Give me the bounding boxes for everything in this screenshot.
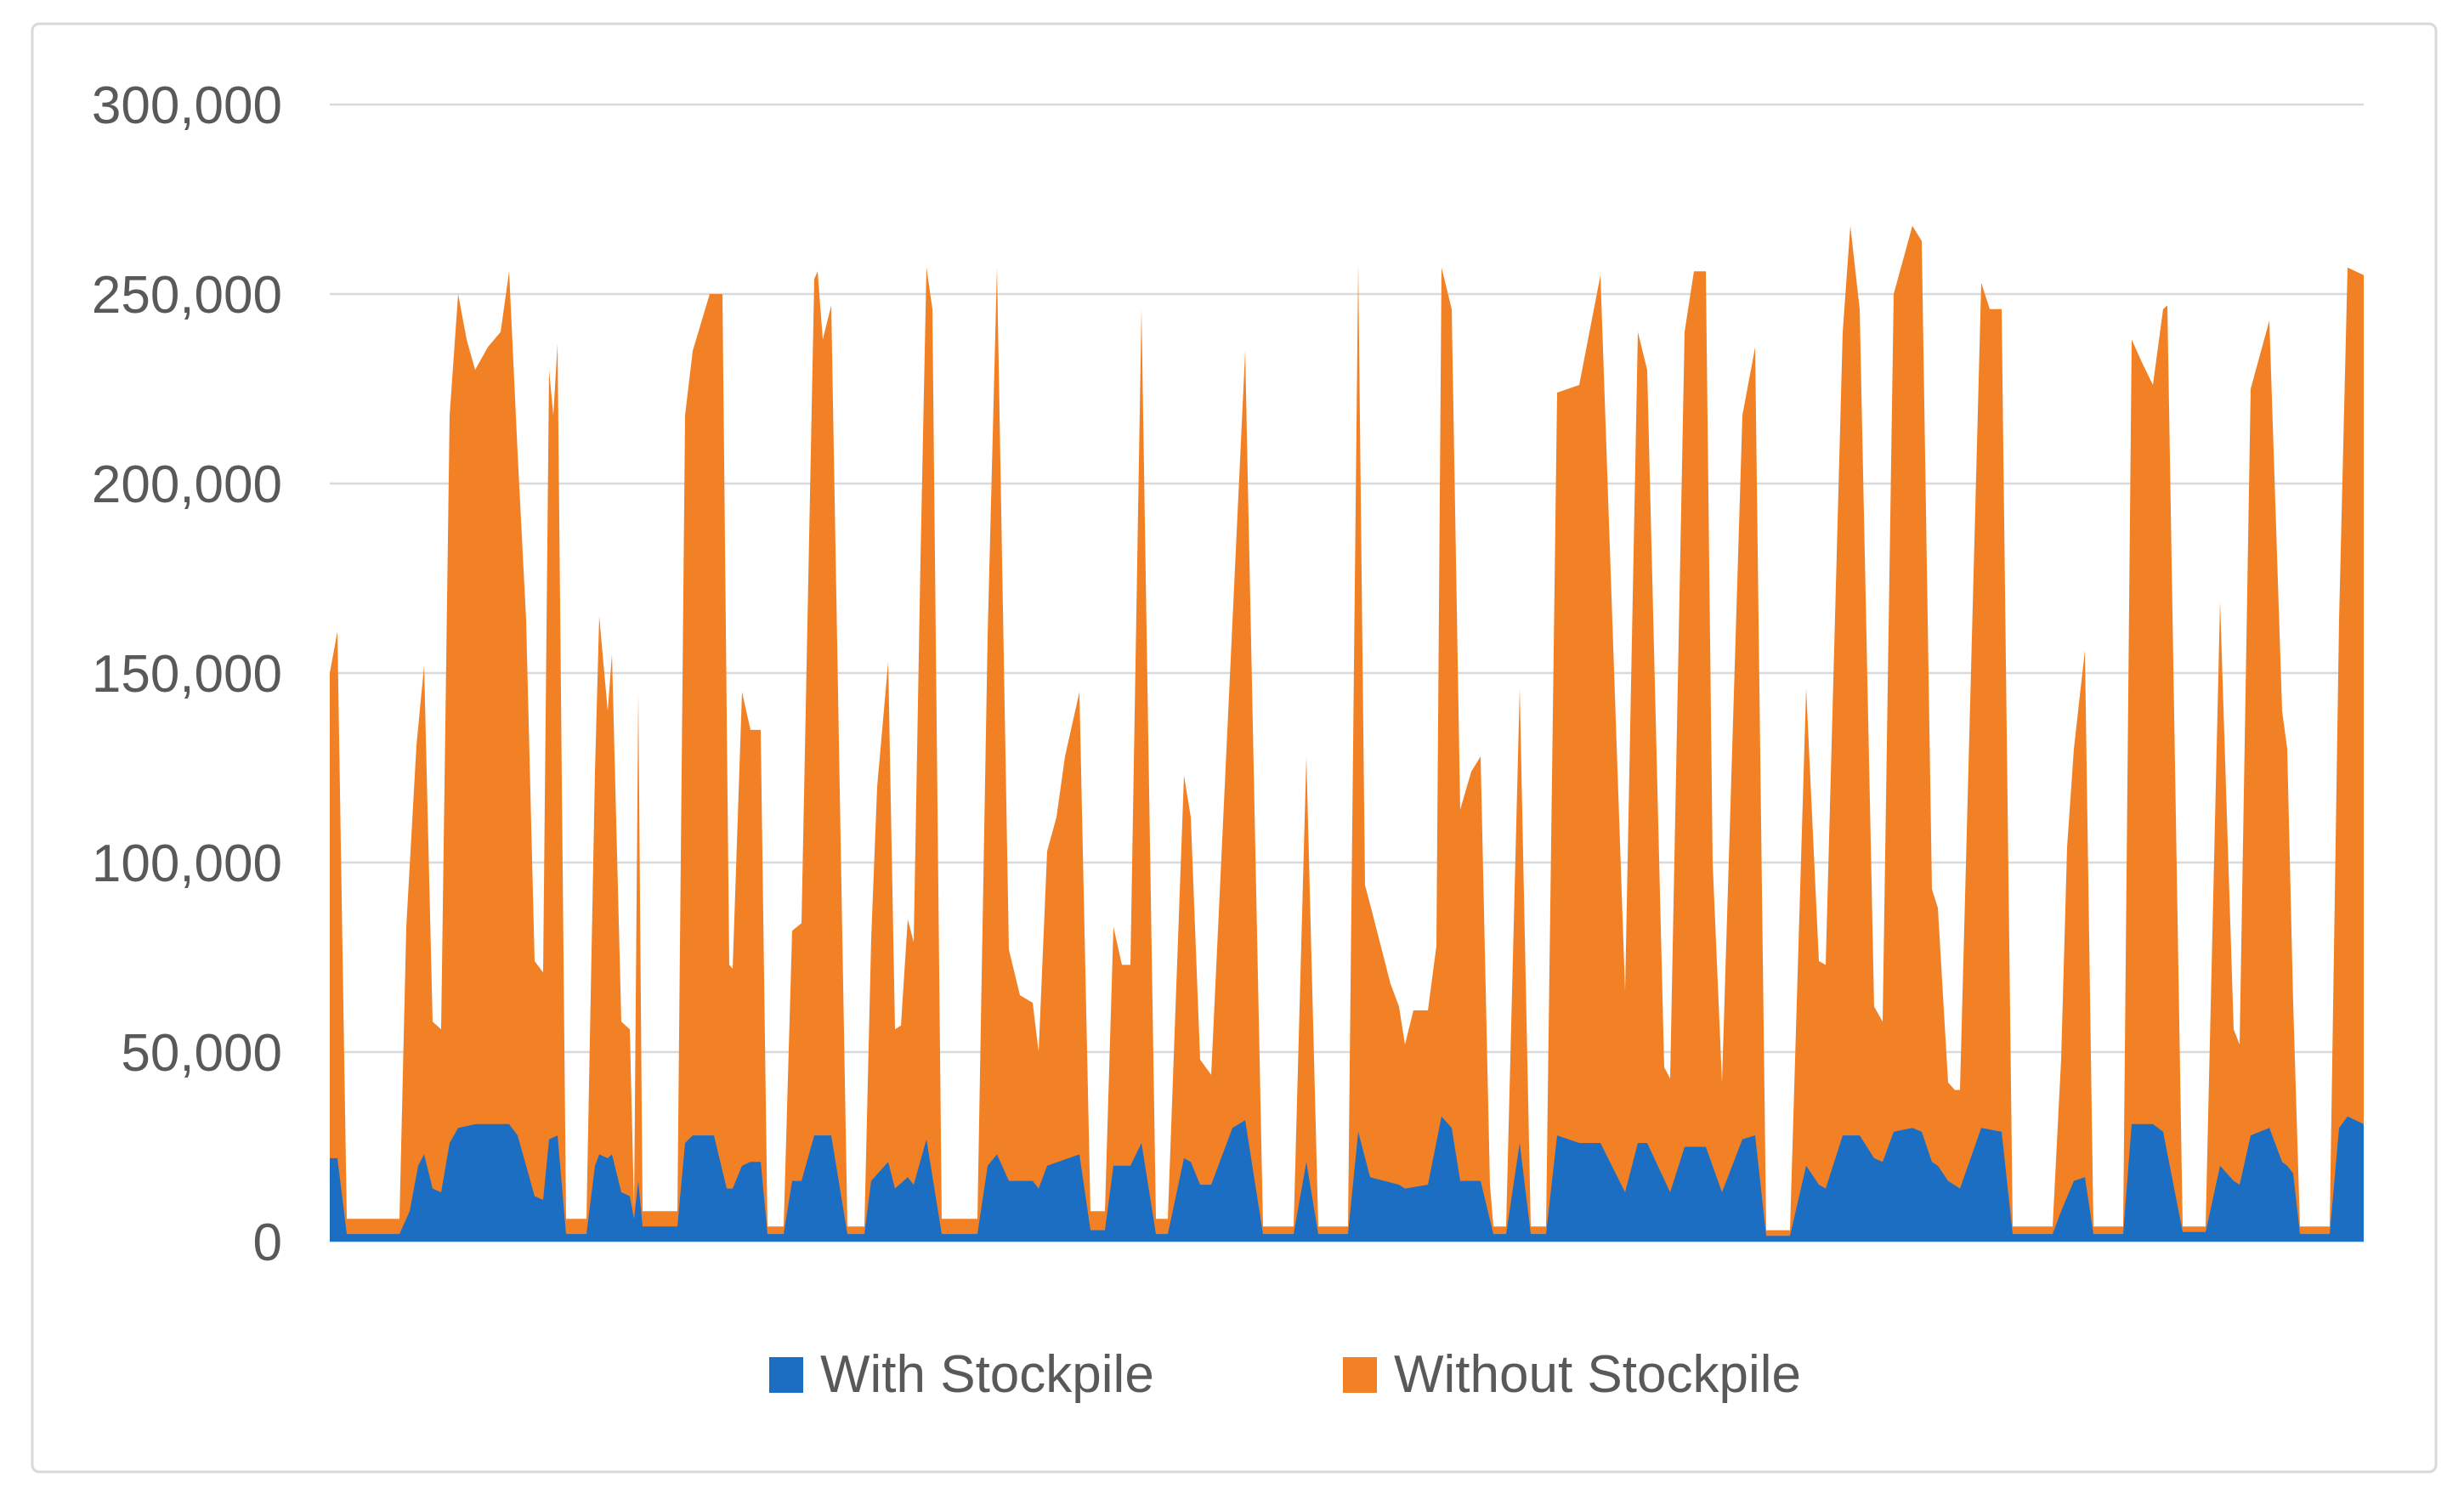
y-axis-tick-label: 300,000 [92,76,282,135]
legend-label-without-stockpile: Without Stockpile [1394,1345,1801,1404]
legend-item-with-stockpile: With Stockpile [769,1345,1154,1404]
y-axis-tick-label: 100,000 [92,835,282,893]
legend-swatch-without-stockpile [1343,1357,1377,1393]
area-series-with-stockpile [330,1116,2364,1242]
y-axis-tick-label: 200,000 [92,455,282,514]
y-axis-tick-label: 50,000 [121,1024,282,1083]
y-axis-labels: 0 50,000 100,000 150,000 200,000 250,000 300,0… [92,76,282,1272]
legend-label-with-stockpile: With Stockpile [820,1345,1154,1404]
legend-item-without-stockpile: Without Stockpile [1343,1345,1801,1404]
legend: With Stockpile Without Stockpile [769,1345,1801,1404]
area-series-without-stockpile [330,225,2364,1242]
y-axis-tick-label: 250,000 [92,266,282,325]
legend-swatch-with-stockpile [769,1357,803,1393]
plot-area [330,225,2364,1242]
y-axis-tick-label: 150,000 [92,645,282,704]
y-axis-tick-label: 0 [253,1214,282,1272]
